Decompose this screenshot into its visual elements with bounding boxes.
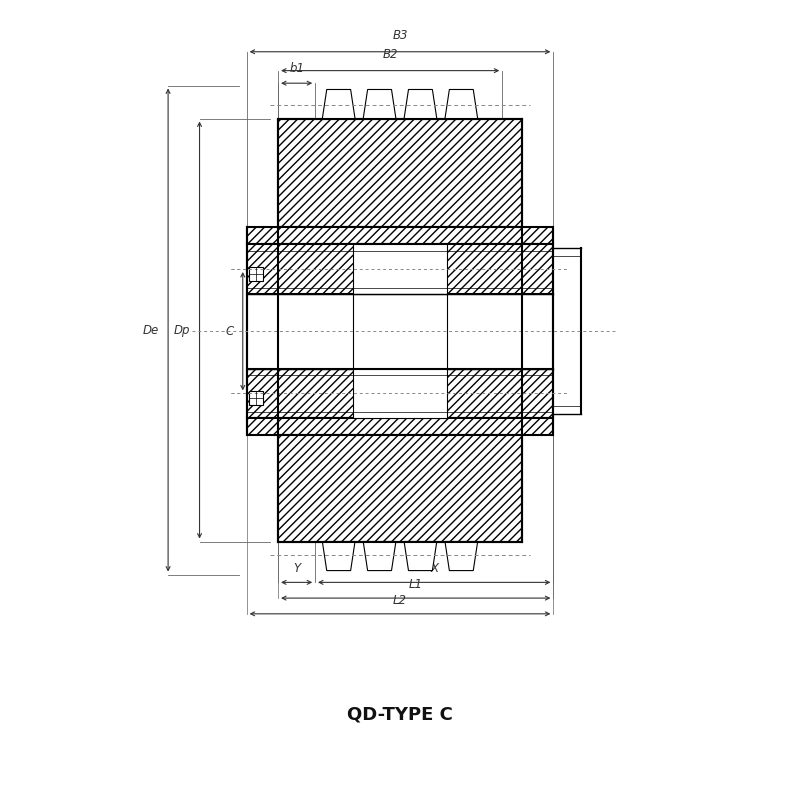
Text: B2: B2 xyxy=(382,48,398,61)
Text: X: X xyxy=(430,562,438,575)
Bar xyxy=(246,369,554,418)
Polygon shape xyxy=(322,542,355,570)
Text: B3: B3 xyxy=(392,29,408,42)
Bar xyxy=(353,244,447,294)
Bar xyxy=(249,267,263,281)
Polygon shape xyxy=(322,90,355,118)
Polygon shape xyxy=(445,542,478,570)
Polygon shape xyxy=(404,542,437,570)
Text: De: De xyxy=(142,323,158,337)
Text: C: C xyxy=(225,325,234,338)
Bar xyxy=(278,118,522,227)
Polygon shape xyxy=(363,542,396,570)
Bar xyxy=(278,435,522,542)
Text: b1: b1 xyxy=(289,62,304,75)
Polygon shape xyxy=(404,90,437,118)
Text: L1: L1 xyxy=(409,578,422,591)
Text: Y: Y xyxy=(293,562,300,575)
Bar xyxy=(249,391,263,406)
Text: L2: L2 xyxy=(393,594,407,606)
Bar xyxy=(246,227,554,244)
Polygon shape xyxy=(363,90,396,118)
Bar xyxy=(353,369,447,418)
Polygon shape xyxy=(445,90,478,118)
Bar xyxy=(246,244,554,294)
Bar xyxy=(246,418,554,435)
Text: Dp: Dp xyxy=(174,323,190,337)
Text: QD-TYPE C: QD-TYPE C xyxy=(347,706,453,723)
